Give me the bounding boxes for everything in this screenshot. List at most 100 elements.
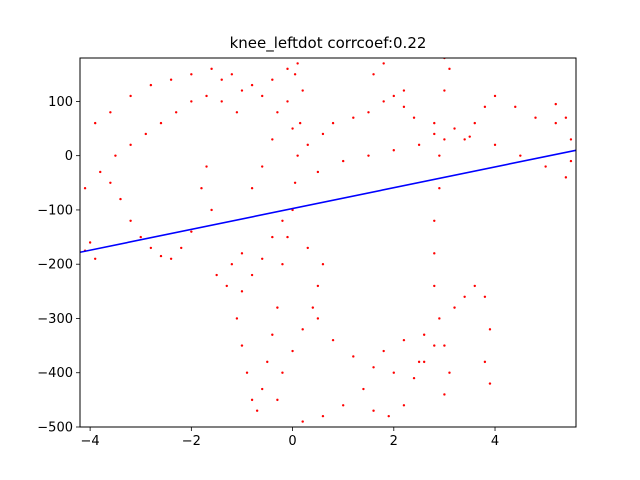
scatter-point (235, 111, 239, 114)
scatter-point (352, 355, 355, 358)
scatter-point (412, 376, 416, 380)
scatter-point (261, 257, 264, 260)
scatter-point (109, 181, 112, 185)
scatter-point (271, 78, 274, 81)
scatter-point (433, 121, 436, 125)
scatter-point (250, 398, 254, 402)
scatter-point (569, 159, 573, 163)
scatter-point (261, 94, 264, 98)
x-tick-label: −4 (81, 434, 100, 449)
scatter-point (433, 132, 436, 136)
y-tick-label: −400 (37, 366, 73, 381)
scatter-point (372, 409, 375, 412)
scatter-point (417, 360, 421, 364)
scatter-point (493, 94, 497, 98)
scatter-point (298, 121, 302, 125)
scatter-point (382, 349, 385, 353)
scatter-point (159, 121, 163, 125)
scatter-point (190, 230, 193, 233)
scatter-point (443, 344, 446, 347)
scatter-point (291, 127, 294, 130)
scatter-point (422, 333, 426, 336)
scatter-point (321, 132, 325, 136)
scatter-point (210, 67, 213, 71)
scatter-point (321, 414, 325, 418)
scatter-point (293, 73, 297, 76)
scatter-point (417, 143, 421, 147)
scatter-point (240, 89, 244, 92)
plot-area (80, 58, 576, 423)
scatter-point (271, 138, 274, 141)
scatter-point (483, 295, 487, 298)
scatter-point (215, 273, 218, 277)
scatter-point (453, 127, 456, 130)
x-tick-label: 4 (491, 434, 499, 449)
scatter-point (301, 328, 304, 331)
scatter-point (276, 111, 279, 114)
scatter-point (306, 246, 309, 250)
x-axis: −4 −2 0 2 4 (81, 427, 499, 449)
scatter-point (367, 111, 370, 114)
scatter-point (271, 333, 274, 336)
y-tick-label: 100 (48, 95, 73, 110)
scatter-point (493, 143, 497, 147)
scatter-point (564, 116, 568, 119)
scatter-point (372, 366, 375, 369)
scatter-point (220, 78, 223, 81)
scatter-point (468, 135, 471, 138)
scatter-point (296, 62, 299, 65)
scatter-point (372, 73, 375, 76)
scatter-point (250, 273, 254, 277)
scatter-point (240, 344, 244, 347)
scatter-point (341, 159, 345, 163)
scatter-point (519, 154, 522, 157)
scatter-point (483, 360, 487, 364)
scatter-point (149, 83, 153, 87)
scatter-point (93, 121, 97, 125)
scatter-point (210, 208, 213, 212)
x-tick-label: 2 (390, 434, 398, 449)
scatter-point (119, 197, 122, 201)
scatter-point (362, 387, 365, 391)
scatter-point (245, 371, 249, 374)
scatter-point (220, 100, 223, 103)
scatter-point (261, 387, 264, 391)
scatter-point (433, 219, 436, 222)
scatter-point (382, 100, 385, 103)
x-tick-label: 0 (288, 434, 296, 449)
scatter-point (276, 398, 279, 402)
x-tick-label: −2 (182, 434, 201, 449)
scatter-point (316, 170, 320, 174)
regression-line (80, 149, 576, 254)
scatter-point (306, 143, 309, 147)
scatter-point (293, 181, 297, 185)
scatter-point (286, 100, 289, 103)
scatter-point (331, 338, 335, 342)
scatter-point (250, 187, 254, 190)
scatter-point (433, 344, 436, 347)
scatter-point (473, 121, 476, 125)
scatter-point (190, 73, 193, 76)
scatter-point (569, 138, 573, 141)
scatter-point (412, 116, 416, 119)
scatter-point (433, 284, 436, 288)
scatter-point (109, 111, 112, 114)
scatter-point (443, 393, 446, 396)
scatter-point (402, 105, 406, 109)
scatter-point (255, 409, 259, 412)
scatter-point (88, 241, 92, 244)
scatter-point (463, 295, 466, 298)
scatter-point (488, 328, 492, 331)
scatter-point (144, 132, 147, 136)
scatter-point (174, 111, 178, 114)
scatter-point (392, 371, 395, 374)
scatter-point (180, 246, 183, 250)
scatter-point (169, 78, 173, 81)
scatter-point (230, 73, 234, 76)
scatter-point (205, 94, 208, 98)
scatter-point (139, 235, 142, 239)
scatter-point (514, 105, 517, 109)
scatter-point (286, 67, 289, 71)
scatter-point (205, 165, 208, 168)
